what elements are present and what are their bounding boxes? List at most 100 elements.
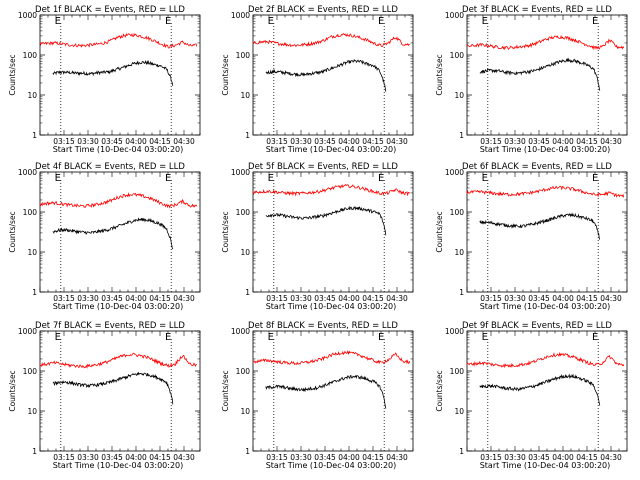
- x-tick-label: 03:30: [290, 137, 312, 146]
- event-marker-label: E: [482, 16, 488, 27]
- event-marker-label: E: [482, 332, 488, 343]
- x-tick-label: 03:15: [53, 453, 75, 462]
- x-tick-label: 04:00: [125, 453, 147, 462]
- x-tick-label: 04:00: [552, 294, 574, 303]
- chart-title: Det 7f BLACK = Events, RED = LLD: [35, 321, 185, 331]
- chart-title: Det 1f BLACK = Events, RED = LLD: [35, 5, 185, 15]
- y-tick-label: 10: [240, 407, 250, 416]
- series-line-red: [39, 32, 198, 49]
- series-line-black: [479, 57, 601, 91]
- series-line-black: [479, 373, 601, 406]
- chart-title: Det 2f BLACK = Events, RED = LLD: [248, 5, 398, 15]
- chart-title: Det 8f BLACK = Events, RED = LLD: [248, 321, 398, 331]
- y-axis-label: Counts/sec: [221, 211, 230, 252]
- y-tick-label: 1000: [231, 11, 250, 20]
- y-tick-label: 10: [27, 248, 37, 257]
- chart-panel-4: Det 4f BLACK = Events, RED = LLD 1 10 100 10…: [8, 162, 201, 311]
- x-tick-label: 03:30: [77, 453, 99, 462]
- x-tick-label: 03:15: [266, 453, 288, 462]
- y-axis-label: Counts/sec: [8, 211, 17, 252]
- series-line-black: [265, 205, 387, 236]
- event-marker-label: E: [165, 332, 171, 343]
- x-tick-label: 03:30: [77, 137, 99, 146]
- x-axis-label: Start Time (10-Dec-04 03:00:20): [53, 461, 184, 470]
- plot-frame: [466, 330, 628, 452]
- y-tick-label: 1: [32, 131, 37, 140]
- x-tick-label: 03:30: [504, 453, 526, 462]
- event-marker-label: E: [268, 173, 274, 184]
- event-marker-label: E: [482, 173, 488, 184]
- x-tick-label: 03:30: [504, 137, 526, 146]
- event-marker-label: E: [165, 173, 171, 184]
- x-axis-label: Start Time (10-Dec-04 03:00:20): [266, 145, 397, 154]
- series-line-black: [52, 59, 174, 86]
- x-axis-label: Start Time (10-Dec-04 03:00:20): [266, 302, 397, 311]
- series-line-red: [252, 32, 410, 48]
- y-tick-label: 1: [245, 288, 250, 297]
- event-marker-label: E: [592, 173, 598, 184]
- y-tick-label: 10: [27, 91, 37, 100]
- x-tick-label: 04:30: [600, 137, 622, 146]
- event-marker-label: E: [378, 16, 384, 27]
- x-tick-label: 04:15: [149, 137, 171, 146]
- series-line-red: [466, 34, 625, 51]
- x-tick-label: 03:45: [101, 137, 123, 146]
- plot-frame: [252, 171, 414, 293]
- y-tick-label: 10: [240, 248, 250, 257]
- y-tick-label: 1000: [445, 11, 464, 20]
- x-tick-label: 03:15: [480, 294, 502, 303]
- x-tick-label: 04:30: [386, 137, 408, 146]
- x-tick-label: 04:15: [362, 294, 384, 303]
- x-tick-label: 03:45: [314, 294, 336, 303]
- plot-frame: [252, 330, 414, 452]
- x-tick-label: 04:15: [149, 453, 171, 462]
- y-axis-label: Counts/sec: [435, 370, 444, 411]
- series-line-red: [252, 350, 411, 366]
- series-line-black: [52, 217, 174, 250]
- series-line-red: [466, 351, 625, 369]
- chart-panel-8: Det 8f BLACK = Events, RED = LLD 1 10 100 10…: [221, 321, 414, 470]
- series-line-black: [479, 212, 601, 240]
- y-tick-label: 1: [245, 447, 250, 456]
- x-tick-label: 03:45: [528, 137, 550, 146]
- x-tick-label: 03:30: [77, 294, 99, 303]
- y-tick-label: 10: [454, 248, 464, 257]
- series-line-black: [52, 371, 174, 405]
- event-marker-label: E: [378, 332, 384, 343]
- y-tick-label: 100: [450, 51, 465, 60]
- x-tick-label: 04:30: [173, 137, 195, 146]
- x-tick-label: 04:30: [386, 453, 408, 462]
- y-axis-label: Counts/sec: [435, 54, 444, 95]
- y-tick-label: 10: [27, 407, 37, 416]
- y-tick-label: 10: [240, 91, 250, 100]
- x-axis-label: Start Time (10-Dec-04 03:00:20): [480, 461, 611, 470]
- x-tick-label: 03:15: [53, 294, 75, 303]
- x-tick-label: 03:45: [101, 453, 123, 462]
- series-line-red: [39, 192, 198, 209]
- event-marker-label: E: [378, 173, 384, 184]
- y-tick-label: 100: [236, 51, 251, 60]
- chart-title: Det 9f BLACK = Events, RED = LLD: [462, 321, 612, 331]
- x-tick-label: 03:30: [504, 294, 526, 303]
- x-tick-label: 03:15: [480, 137, 502, 146]
- x-tick-label: 04:30: [173, 294, 195, 303]
- x-tick-label: 04:00: [552, 137, 574, 146]
- y-tick-label: 100: [23, 367, 38, 376]
- x-tick-label: 03:15: [266, 137, 288, 146]
- x-tick-label: 04:15: [362, 453, 384, 462]
- y-axis-label: Counts/sec: [435, 211, 444, 252]
- y-tick-label: 1: [459, 447, 464, 456]
- y-tick-label: 100: [236, 208, 251, 217]
- x-tick-label: 04:30: [173, 453, 195, 462]
- x-tick-label: 04:15: [576, 137, 598, 146]
- y-tick-label: 1: [32, 288, 37, 297]
- x-tick-label: 04:15: [362, 137, 384, 146]
- y-tick-label: 1000: [18, 11, 37, 20]
- event-marker-label: E: [55, 332, 61, 343]
- x-tick-label: 03:45: [528, 453, 550, 462]
- chart-panel-9: Det 9f BLACK = Events, RED = LLD 1 10 100 10…: [435, 321, 628, 470]
- series-line-black: [265, 374, 387, 409]
- series-line-red: [252, 183, 411, 197]
- y-tick-label: 1: [32, 447, 37, 456]
